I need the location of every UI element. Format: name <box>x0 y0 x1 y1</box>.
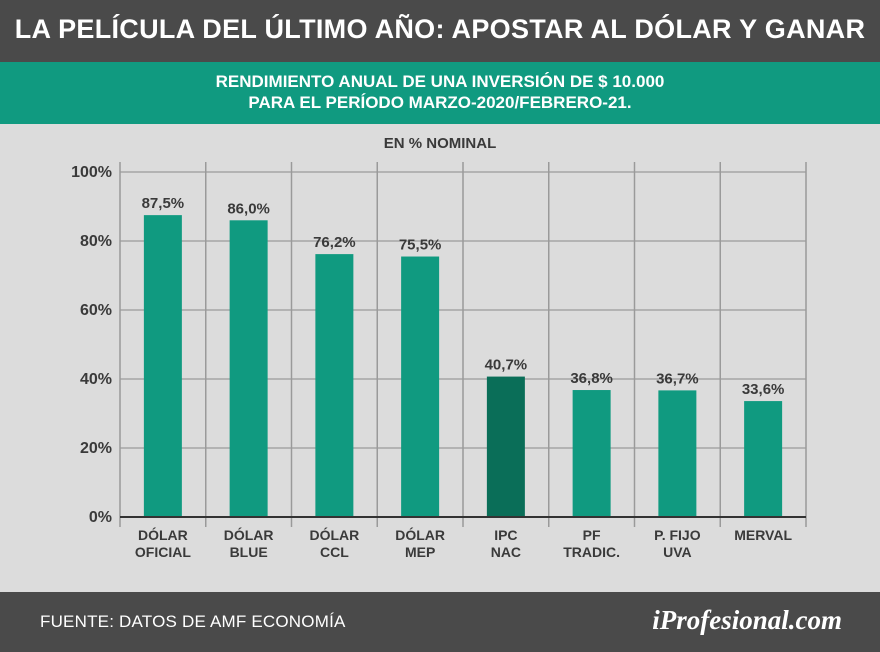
y-tick-label: 60% <box>80 302 112 319</box>
x-tick-label: NAC <box>491 544 521 560</box>
x-tick-label: DÓLAR <box>309 526 359 543</box>
bar-value-label: 76,2% <box>313 234 356 251</box>
y-tick-label: 20% <box>80 440 112 457</box>
x-tick-label: DÓLAR <box>138 526 188 543</box>
x-tick-label: TRADIC. <box>563 544 620 560</box>
bar <box>658 390 697 517</box>
bar-value-label: 87,5% <box>142 195 185 212</box>
bar-value-label: 33,6% <box>742 381 785 398</box>
x-tick-label: DÓLAR <box>224 526 274 543</box>
x-tick-label: PF <box>583 527 601 543</box>
y-tick-label: 40% <box>80 371 112 388</box>
x-tick-label: OFICIAL <box>135 544 191 560</box>
x-tick-label: CCL <box>320 544 349 560</box>
bar-value-label: 40,7% <box>485 357 528 374</box>
bar <box>744 401 783 517</box>
y-tick-label: 100% <box>71 164 112 181</box>
bar <box>143 215 182 517</box>
bar <box>315 254 354 518</box>
brand-logo: iProfesional.com <box>652 605 842 635</box>
header: LA PELÍCULA DEL ÚLTIMO AÑO: APOSTAR AL D… <box>0 0 880 62</box>
bar-chart: 0%20%40%60%80%100%87,5%DÓLAROFICIAL86,0%… <box>71 162 807 560</box>
bar-value-label: 36,8% <box>570 370 613 387</box>
unit-label: EN % NOMINAL <box>383 135 497 152</box>
x-tick-label: UVA <box>663 544 692 560</box>
footer: FUENTE: DATOS DE AMF ECONOMÍA iProfesion… <box>0 592 880 652</box>
chart-subtitle: RENDIMIENTO ANUAL DE UNA INVERSIÓN DE $ … <box>215 72 665 112</box>
x-tick-label: IPC <box>494 527 517 543</box>
bar <box>572 390 611 517</box>
bar <box>229 220 268 518</box>
x-tick-label: MEP <box>405 544 435 560</box>
bar-value-label: 75,5% <box>399 237 442 254</box>
page-title: LA PELÍCULA DEL ÚLTIMO AÑO: APOSTAR AL D… <box>14 14 866 44</box>
x-tick-label: DÓLAR <box>395 526 445 543</box>
y-tick-label: 80% <box>80 233 112 250</box>
x-tick-label: MERVAL <box>734 527 792 543</box>
x-tick-label: BLUE <box>230 544 268 560</box>
bar <box>486 376 525 517</box>
bar-value-label: 36,7% <box>656 370 699 387</box>
y-tick-label: 0% <box>89 509 112 526</box>
source-note: FUENTE: DATOS DE AMF ECONOMÍA <box>40 612 346 631</box>
x-tick-label: P. FIJO <box>654 527 701 543</box>
bar-value-label: 86,0% <box>227 200 270 217</box>
subtitle-band: RENDIMIENTO ANUAL DE UNA INVERSIÓN DE $ … <box>0 62 880 124</box>
bar <box>401 256 440 517</box>
